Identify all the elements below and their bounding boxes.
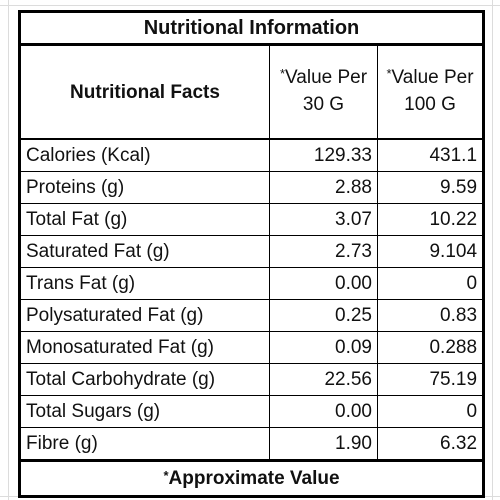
table-row: Total Carbohydrate (g) 22.56 75.19 [19, 363, 485, 396]
approx-star-marker: * [386, 66, 392, 82]
footer-text: Approximate Value [168, 468, 340, 489]
nutrient-name: Saturated Fat (g) [19, 235, 270, 268]
sheet-gridline [492, 0, 493, 500]
table-title: Nutritional Information [18, 11, 485, 46]
value-per30: 1.90 [269, 427, 378, 461]
nutrition-table: Nutritional Information Nutritional Fact… [18, 10, 486, 498]
sheet-gridline [8, 0, 9, 500]
value-per30: 3.07 [269, 203, 378, 236]
value-per100: 9.59 [376, 171, 485, 204]
value-per100: 0.288 [376, 331, 485, 364]
table-row: Monosaturated Fat (g) 0.09 0.288 [19, 331, 485, 364]
nutrient-name: Proteins (g) [19, 171, 270, 204]
value-per30: 129.33 [269, 138, 378, 172]
value-per100: 10.22 [376, 203, 485, 236]
value-per100: 431.1 [376, 138, 485, 172]
value-per100: 0 [376, 395, 485, 428]
table-row: Polysaturated Fat (g) 0.25 0.83 [19, 299, 485, 332]
nutrient-name: Total Sugars (g) [19, 395, 270, 428]
nutrient-name: Total Fat (g) [19, 203, 270, 236]
sheet-gridline [0, 5, 500, 6]
table-row: Saturated Fat (g) 2.73 9.104 [19, 235, 485, 268]
footer-row: *Approximate Value [18, 459, 485, 497]
approx-star-marker: * [279, 66, 286, 82]
table-row: Total Sugars (g) 0.00 0 [19, 395, 485, 428]
table-row: Trans Fat (g) 0.00 0 [19, 267, 485, 300]
table-row: Total Fat (g) 3.07 10.22 [19, 203, 485, 236]
nutrient-name: Polysaturated Fat (g) [19, 299, 270, 332]
value-per30: 2.73 [269, 235, 378, 268]
header-row: Nutritional Facts *Value Per 30 G *Value… [19, 44, 485, 140]
table-row: Calories (Kcal) 129.33 431.1 [19, 138, 485, 172]
value-per100: 0 [376, 267, 485, 300]
header-facts-label: Nutritional Facts [19, 44, 270, 140]
approx-star-marker: * [163, 468, 169, 483]
value-per100: 75.19 [376, 363, 485, 396]
header-per30: *Value Per 30 G [269, 44, 378, 140]
value-per30: 0.00 [269, 267, 378, 300]
value-per30: 0.25 [269, 299, 378, 332]
nutrient-name: Monosaturated Fat (g) [19, 331, 270, 364]
nutrient-name: Fibre (g) [19, 427, 270, 461]
nutrient-name: Trans Fat (g) [19, 267, 270, 300]
header-per100-label: Value Per 100 G [391, 67, 474, 115]
nutrient-name: Total Carbohydrate (g) [19, 363, 270, 396]
value-per100: 0.83 [376, 299, 485, 332]
value-per30: 0.09 [269, 331, 378, 364]
footer-note: *Approximate Value [18, 459, 485, 497]
table-row: Proteins (g) 2.88 9.59 [19, 171, 485, 204]
table-row: Fibre (g) 1.90 6.32 [19, 427, 485, 461]
value-per100: 6.32 [376, 427, 485, 461]
header-per30-label: Value Per 30 G [285, 67, 368, 115]
title-row: Nutritional Information [18, 11, 485, 46]
header-per100: *Value Per 100 G [376, 44, 485, 140]
value-per30: 2.88 [269, 171, 378, 204]
nutrient-name: Calories (Kcal) [19, 138, 270, 172]
value-per30: 22.56 [269, 363, 378, 396]
value-per30: 0.00 [269, 395, 378, 428]
value-per100: 9.104 [376, 235, 485, 268]
